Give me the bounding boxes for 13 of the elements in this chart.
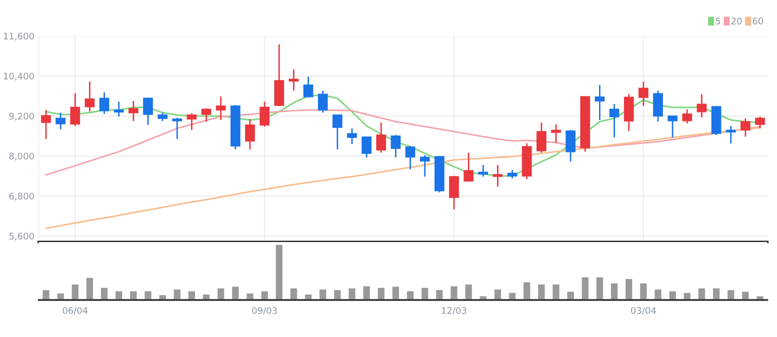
y-tick-label: 9,200 [9, 112, 34, 120]
y-tick-label: 10,400 [4, 72, 34, 80]
legend-label: 20 [731, 18, 742, 24]
y-tick-label: 5,600 [9, 232, 34, 240]
x-tick-label: 12/03 [442, 307, 466, 315]
y-tick-label: 6,800 [9, 192, 34, 200]
legend-label: 60 [752, 18, 764, 24]
y-tick-label: 8,000 [9, 152, 34, 160]
x-tick-label: 03/04 [631, 307, 656, 315]
x-tick-label: 09/03 [252, 307, 277, 315]
x-tick-label: 06/04 [62, 307, 88, 315]
y-tick-label: 11,600 [4, 32, 34, 40]
legend-label: 5 [716, 18, 720, 24]
